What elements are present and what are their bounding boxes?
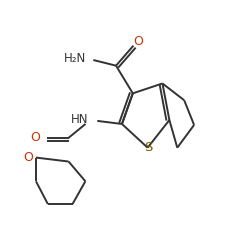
Text: O: O <box>23 151 33 164</box>
Text: H₂N: H₂N <box>64 52 86 65</box>
Text: S: S <box>145 141 153 154</box>
Text: HN: HN <box>71 112 88 125</box>
Text: O: O <box>30 131 40 144</box>
Text: O: O <box>133 35 143 49</box>
